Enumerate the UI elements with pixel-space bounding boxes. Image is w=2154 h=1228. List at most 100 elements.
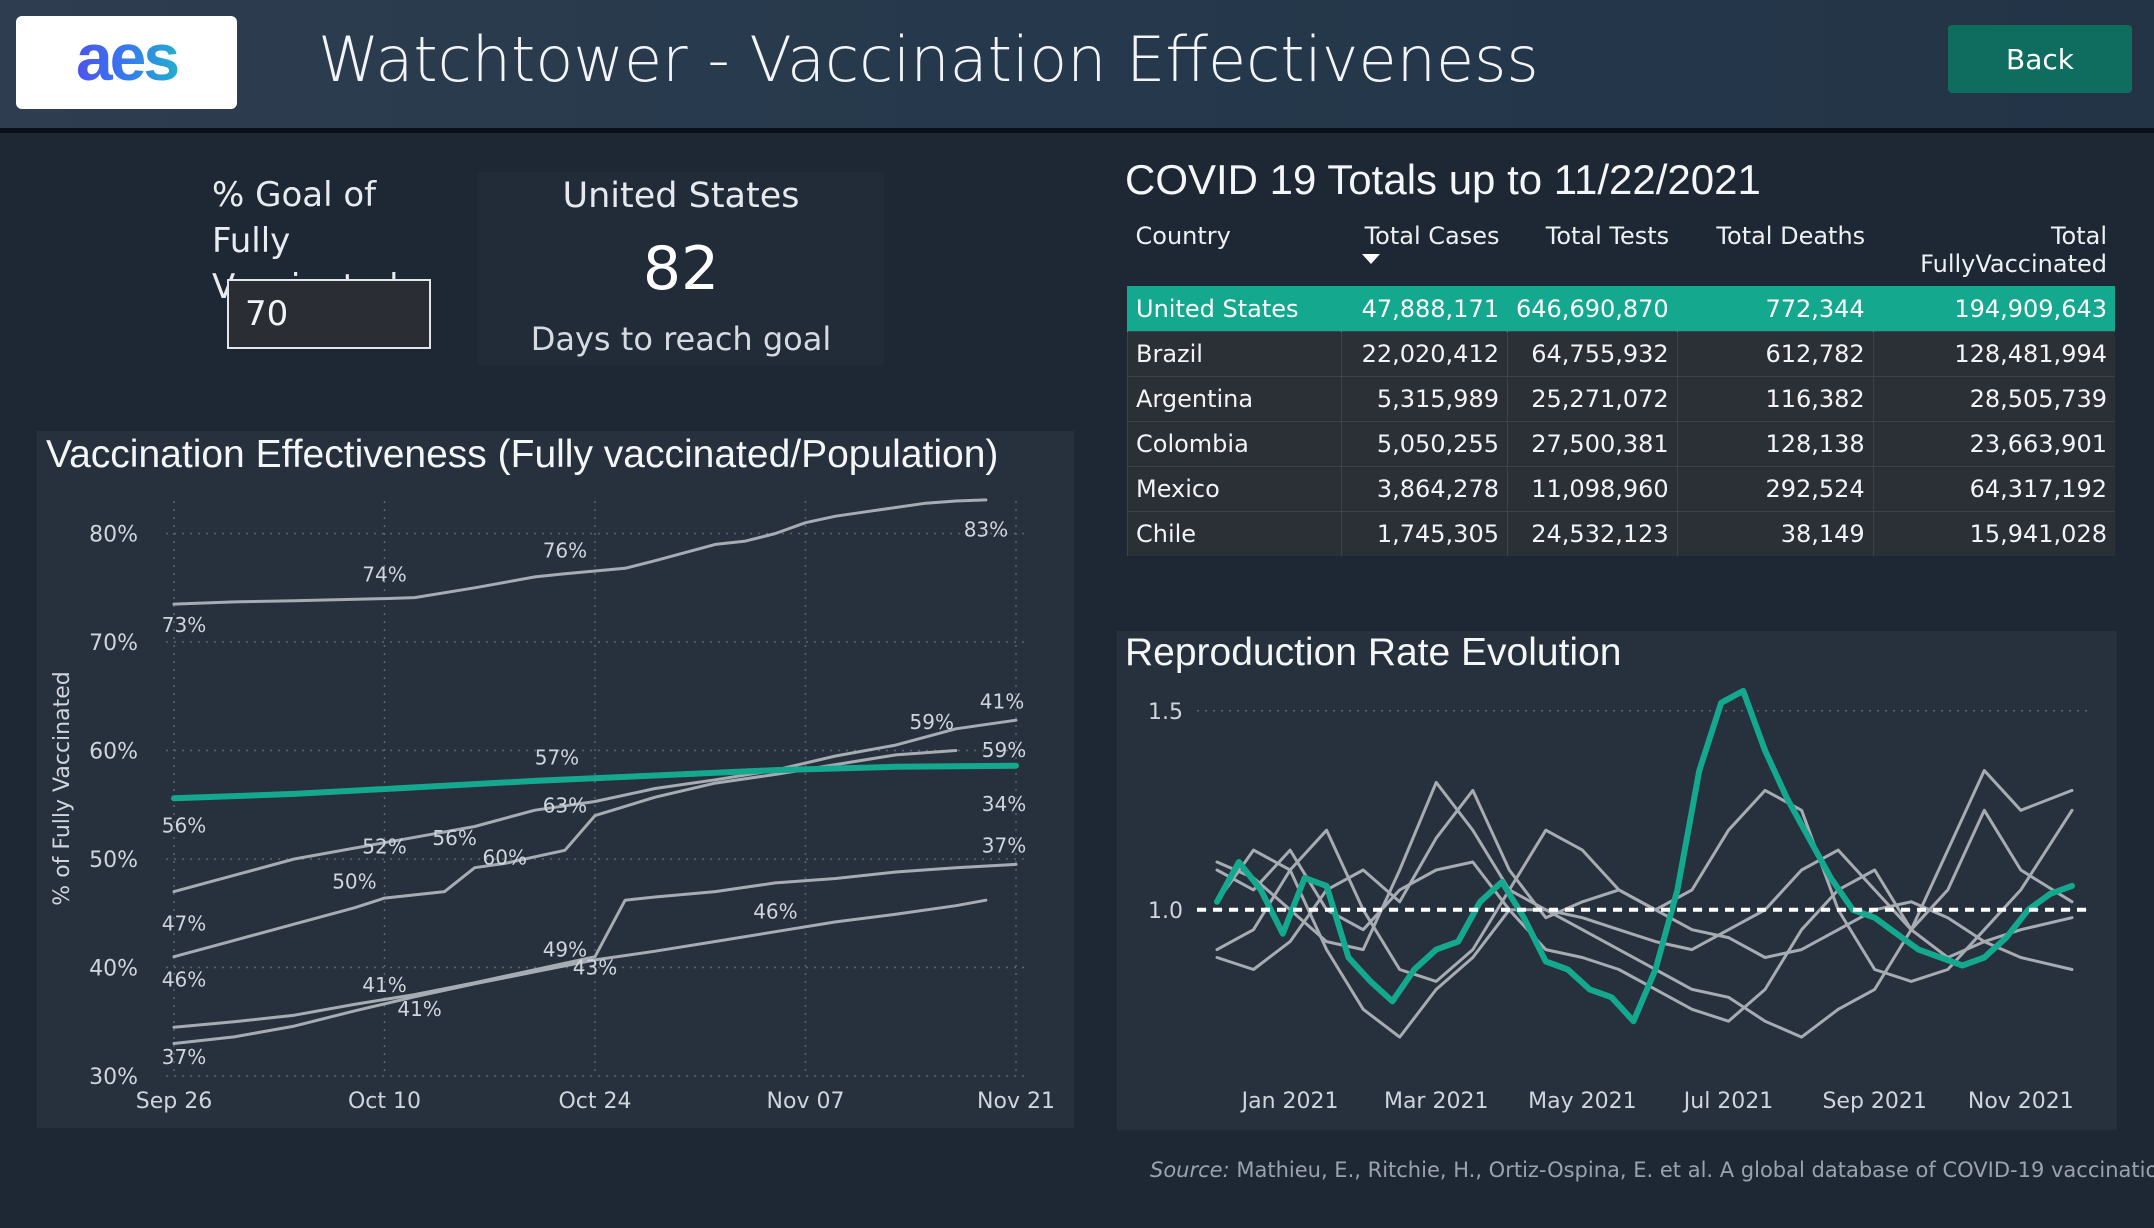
reproduction-chart-panel: Reproduction Rate Evolution 1.0 1.5 Jan 20…: [1117, 631, 2117, 1130]
col-header-country[interactable]: Country: [1135, 222, 1231, 250]
value-cell: 25,271,072: [1507, 376, 1678, 422]
x-tick-label: Nov 07: [767, 1089, 845, 1114]
data-label: 46%: [162, 968, 206, 992]
data-label: 49%: [543, 938, 587, 962]
value-cell: 23,663,901: [1872, 421, 2115, 467]
y-tick-label: 1.0: [1148, 899, 1183, 924]
y-tick-label: 80%: [89, 523, 138, 548]
value-cell: 22,020,412: [1341, 331, 1508, 377]
source-citation: Source: Mathieu, E., Ritchie, H., Ortiz-…: [1150, 1158, 2154, 1182]
data-label: 63%: [543, 794, 587, 818]
value-cell: 64,317,192: [1872, 466, 2115, 512]
data-label: 41%: [980, 689, 1024, 713]
sort-descending-icon: [1361, 254, 1380, 264]
x-tick-label: May 2021: [1528, 1089, 1636, 1114]
header-bar: aes Watchtower - Vaccination Effectivene…: [0, 0, 2154, 133]
back-button[interactable]: Back: [1948, 25, 2132, 93]
data-label: 83%: [964, 517, 1008, 541]
country-cell: Brazil: [1127, 331, 1342, 377]
value-cell: 128,481,994: [1872, 331, 2115, 377]
covid-totals-table: Country Total Cases Total Tests Total De…: [1127, 210, 2115, 556]
country-cell: Argentina: [1127, 376, 1342, 422]
series-line: [172, 718, 1018, 894]
table-row[interactable]: United States 47,888,171 646,690,870 772,34…: [1127, 286, 2115, 332]
x-tick-label: Jan 2021: [1240, 1089, 1339, 1114]
data-label: 60%: [483, 845, 527, 869]
reproduction-chart-title: Reproduction Rate Evolution: [1125, 631, 1622, 674]
series-line-highlight: [1214, 687, 2075, 1025]
kpi-country: United States: [562, 176, 800, 216]
x-tick-label: Sep 2021: [1822, 1089, 1926, 1114]
table-row[interactable]: Brazil 22,020,412 64,755,932 612,782 128,481…: [1127, 331, 2115, 377]
data-label: 34%: [982, 792, 1026, 816]
value-cell: 5,315,989: [1341, 376, 1508, 422]
aes-logo: aes: [16, 16, 237, 109]
value-cell: 24,532,123: [1507, 511, 1678, 556]
value-cell: 11,098,960: [1507, 466, 1678, 512]
value-cell: 1,745,305: [1341, 511, 1508, 556]
col-header-total-cases[interactable]: Total Cases: [1342, 210, 1508, 287]
table-header-row: Country Total Cases Total Tests Total De…: [1128, 210, 2116, 287]
value-cell: 38,149: [1676, 511, 1874, 556]
source-lead: Source:: [1150, 1158, 1230, 1182]
data-label: 37%: [982, 834, 1026, 858]
x-tick-label: Nov 21: [977, 1089, 1055, 1114]
days-to-goal-card: United States 82 Days to reach goal: [478, 172, 884, 365]
table-row[interactable]: Colombia 5,050,255 27,500,381 128,138 23,663…: [1127, 421, 2115, 467]
data-label: 41%: [362, 973, 406, 997]
data-label: 46%: [753, 900, 797, 924]
y-tick-label: 70%: [89, 631, 138, 656]
vaccination-chart: 30% 40% 50% 60% 70% 80% Sep 26 Oct 10 Oct 24 Nov …: [50, 498, 1055, 1114]
data-label: 41%: [397, 997, 441, 1021]
data-label: 47%: [162, 912, 206, 936]
col-header-total-deaths[interactable]: Total Deaths: [1716, 222, 1866, 250]
y-tick-label: 1.5: [1148, 700, 1183, 725]
series-line: [172, 898, 988, 1045]
x-tick-label: Oct 24: [558, 1089, 631, 1114]
value-cell: 128,138: [1676, 421, 1874, 467]
series-line: [172, 498, 988, 606]
col-header-total-fully-vaccinated[interactable]: Total FullyVaccinated: [1920, 222, 2107, 278]
data-label: 52%: [362, 834, 406, 858]
reproduction-chart: 1.0 1.5 Jan 2021 Mar 2021 May 2021 Jul 2021 Se…: [1148, 687, 2092, 1114]
table-row[interactable]: Mexico 3,864,278 11,098,960 292,524 64,317,1…: [1127, 466, 2115, 512]
col-header-total-cases-label: Total Cases: [1364, 222, 1500, 250]
table-row[interactable]: Argentina 5,315,989 25,271,072 116,382 28,50…: [1127, 376, 2115, 422]
value-cell: 612,782: [1676, 331, 1874, 377]
data-label: 56%: [432, 826, 476, 850]
source-text: Mathieu, E., Ritchie, H., Ortiz-Ospina, …: [1236, 1158, 2154, 1182]
country-cell: Chile: [1127, 511, 1342, 556]
value-cell: 28,505,739: [1872, 376, 2115, 422]
country-cell: United States: [1127, 286, 1342, 332]
page-title: Watchtower - Vaccination Effectiveness: [318, 23, 1539, 96]
value-cell: 646,690,870: [1507, 286, 1678, 332]
series-line: [1215, 848, 2074, 1039]
logo-text: aes: [16, 24, 237, 90]
x-tick-label: Mar 2021: [1384, 1089, 1489, 1114]
data-label: 50%: [332, 869, 376, 893]
goal-percent-input[interactable]: [227, 279, 431, 349]
y-axis-title: % of Fully Vaccinated: [50, 671, 75, 905]
y-tick-label: 50%: [89, 848, 138, 873]
data-label: 43%: [573, 955, 617, 979]
x-tick-label: Jul 2021: [1682, 1089, 1774, 1114]
series-line: [172, 862, 1018, 1029]
y-tick-label: 30%: [89, 1065, 138, 1090]
data-label: 59%: [910, 710, 954, 734]
value-cell: 3,864,278: [1341, 466, 1508, 512]
data-label: 37%: [162, 1045, 206, 1069]
country-cell: Colombia: [1127, 421, 1342, 467]
value-cell: 772,344: [1676, 286, 1874, 332]
data-label: 59%: [982, 738, 1026, 762]
goal-label-line1: % Goal of Fully: [212, 175, 377, 261]
table-row[interactable]: Chile 1,745,305 24,532,123 38,149 15,941,028: [1127, 511, 2115, 556]
x-tick-label: Sep 26: [136, 1089, 212, 1114]
data-label: 76%: [543, 539, 587, 563]
series-line: [1215, 788, 2074, 983]
x-tick-label: Oct 10: [348, 1089, 421, 1114]
col-header-total-tests[interactable]: Total Tests: [1545, 222, 1670, 250]
vaccination-chart-title: Vaccination Effectiveness (Fully vaccina…: [46, 433, 999, 476]
table-title: COVID 19 Totals up to 11/22/2021: [1125, 156, 1761, 203]
series-line: [1215, 769, 2074, 1023]
value-cell: 116,382: [1676, 376, 1874, 422]
